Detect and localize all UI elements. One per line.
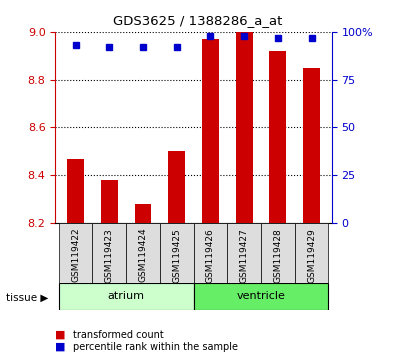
Text: ventricle: ventricle [237,291,286,302]
Text: GDS3625 / 1388286_a_at: GDS3625 / 1388286_a_at [113,14,282,27]
Bar [59,223,92,283]
Bar [303,68,320,223]
Bar [194,283,328,310]
Text: GSM119426: GSM119426 [206,228,215,282]
Bar [59,283,194,310]
Text: tissue ▶: tissue ▶ [6,293,48,303]
Bar [168,151,185,223]
Bar [101,180,118,223]
Text: GSM119424: GSM119424 [139,228,147,282]
Text: GSM119423: GSM119423 [105,228,114,282]
Text: GSM119428: GSM119428 [273,228,282,282]
Bar [261,223,295,283]
Bar [160,223,194,283]
Bar [126,223,160,283]
Text: GSM119425: GSM119425 [172,228,181,282]
Text: GSM119422: GSM119422 [71,228,80,282]
Text: GSM119429: GSM119429 [307,228,316,282]
Text: ■: ■ [55,330,66,339]
Bar [295,223,328,283]
Bar [194,223,227,283]
Bar [92,223,126,283]
Text: atrium: atrium [107,291,145,302]
Bar [135,204,151,223]
Text: transformed count: transformed count [73,330,164,339]
Bar [202,39,219,223]
Bar [236,32,252,223]
Bar [67,159,84,223]
Text: ■: ■ [55,342,66,352]
Text: GSM119427: GSM119427 [240,228,248,282]
Bar [227,223,261,283]
Text: percentile rank within the sample: percentile rank within the sample [73,342,238,352]
Bar [269,51,286,223]
